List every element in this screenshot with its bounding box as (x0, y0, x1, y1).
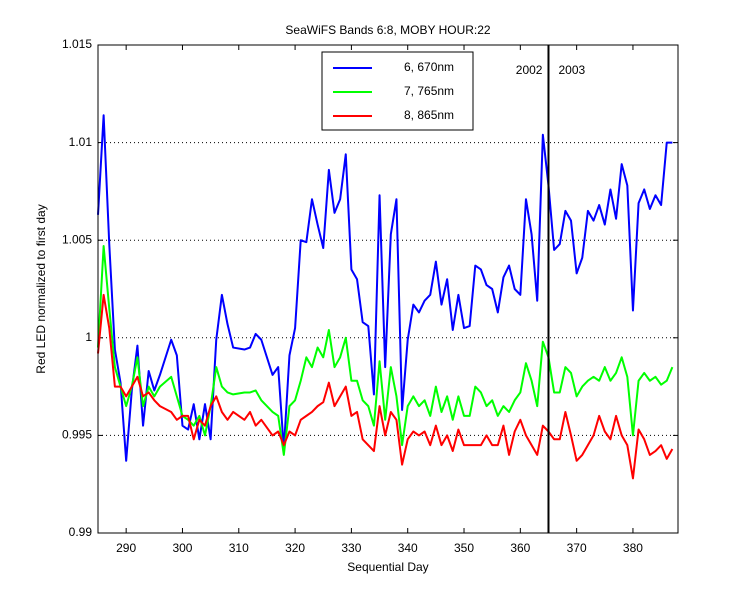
x-tick-label: 380 (623, 541, 643, 555)
plot-frame (97, 44, 679, 534)
y-tick-label: 0.99 (69, 525, 93, 539)
x-axis-label: Sequential Day (347, 560, 428, 574)
annotation: 2002 (516, 63, 543, 77)
y-tick-label: 1.01 (69, 135, 93, 149)
legend-label: 7, 765nm (404, 84, 454, 98)
legend-label: 8, 865nm (404, 108, 454, 122)
y-tick-label: 1.005 (62, 232, 92, 246)
series-line (97, 293, 674, 480)
x-tick-label: 320 (285, 541, 305, 555)
x-tick-label: 300 (172, 541, 192, 555)
x-tick-label: 330 (341, 541, 361, 555)
chart-title: SeaWiFS Bands 6:8, MOBY HOUR:22 (285, 23, 491, 37)
series-line (97, 245, 674, 456)
annotation: 2003 (558, 63, 585, 77)
y-tick-label: 1 (85, 330, 92, 344)
x-tick-label: 310 (229, 541, 249, 555)
legend-label: 6, 670nm (404, 60, 454, 74)
x-tick-label: 340 (398, 541, 418, 555)
x-tick-label: 290 (116, 541, 136, 555)
y-tick-label: 1.015 (62, 37, 92, 51)
y-axis-label: Red LED normalized to first day (34, 204, 48, 373)
y-tick-label: 0.995 (62, 428, 92, 442)
x-tick-label: 360 (510, 541, 530, 555)
x-tick-label: 350 (454, 541, 474, 555)
series-line (97, 114, 673, 462)
x-tick-label: 370 (567, 541, 587, 555)
